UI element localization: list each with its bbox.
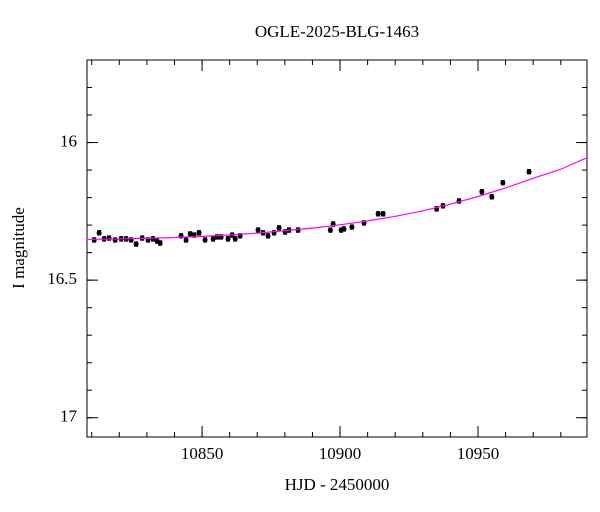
y-tick-label: 16.5 bbox=[47, 269, 77, 288]
data-point-group bbox=[327, 227, 333, 233]
data-point bbox=[187, 231, 193, 237]
data-point bbox=[526, 169, 532, 175]
x-tick-label: 10900 bbox=[319, 444, 362, 463]
data-point-group bbox=[96, 230, 102, 236]
data-point-group bbox=[202, 237, 208, 243]
data-point-group bbox=[375, 211, 381, 217]
plot-frame bbox=[86, 59, 588, 438]
x-tick-label: 10950 bbox=[457, 444, 500, 463]
data-point bbox=[500, 180, 506, 186]
data-point-group bbox=[183, 237, 189, 243]
data-point-group bbox=[526, 169, 532, 175]
data-point-group bbox=[210, 236, 216, 242]
data-point-group bbox=[276, 225, 282, 231]
data-point bbox=[91, 237, 97, 243]
data-point-group bbox=[265, 233, 271, 239]
data-point bbox=[96, 230, 102, 236]
y-tick-label: 17 bbox=[60, 407, 78, 426]
data-point-group bbox=[157, 240, 163, 246]
data-point bbox=[375, 211, 381, 217]
data-point-group bbox=[187, 231, 193, 237]
data-point bbox=[232, 236, 238, 242]
data-point-group bbox=[479, 189, 485, 195]
x-axis-label: HJD - 2450000 bbox=[285, 475, 390, 494]
data-point bbox=[489, 194, 495, 200]
data-point bbox=[210, 236, 216, 242]
data-point-group bbox=[112, 237, 118, 243]
data-point bbox=[112, 237, 118, 243]
x-tick-label: 10850 bbox=[181, 444, 224, 463]
data-point-group bbox=[489, 194, 495, 200]
data-point bbox=[327, 227, 333, 233]
data-point bbox=[225, 236, 231, 242]
data-point bbox=[276, 225, 282, 231]
y-tick-label: 16 bbox=[60, 131, 77, 150]
data-point bbox=[196, 230, 202, 236]
data-point bbox=[255, 227, 261, 233]
data-point-group bbox=[196, 230, 202, 236]
data-point-group bbox=[341, 226, 347, 232]
data-point-group bbox=[349, 224, 355, 230]
data-point-group bbox=[225, 236, 231, 242]
data-point bbox=[265, 233, 271, 239]
data-point bbox=[479, 189, 485, 195]
data-point bbox=[133, 241, 139, 247]
chart-title: OGLE-2025-BLG-1463 bbox=[255, 22, 419, 41]
model-curve bbox=[86, 157, 588, 241]
data-point-group bbox=[91, 237, 97, 243]
data-point bbox=[202, 237, 208, 243]
data-point bbox=[341, 226, 347, 232]
data-point-group bbox=[500, 180, 506, 186]
data-point-group bbox=[380, 211, 386, 217]
data-point bbox=[183, 237, 189, 243]
data-point bbox=[349, 224, 355, 230]
data-point bbox=[106, 235, 112, 241]
y-axis-label: I magnitude bbox=[9, 207, 28, 289]
data-point-group bbox=[232, 236, 238, 242]
data-point bbox=[157, 240, 163, 246]
data-point-group bbox=[106, 235, 112, 241]
data-point bbox=[380, 211, 386, 217]
data-point-group bbox=[133, 241, 139, 247]
data-point-group bbox=[255, 227, 261, 233]
